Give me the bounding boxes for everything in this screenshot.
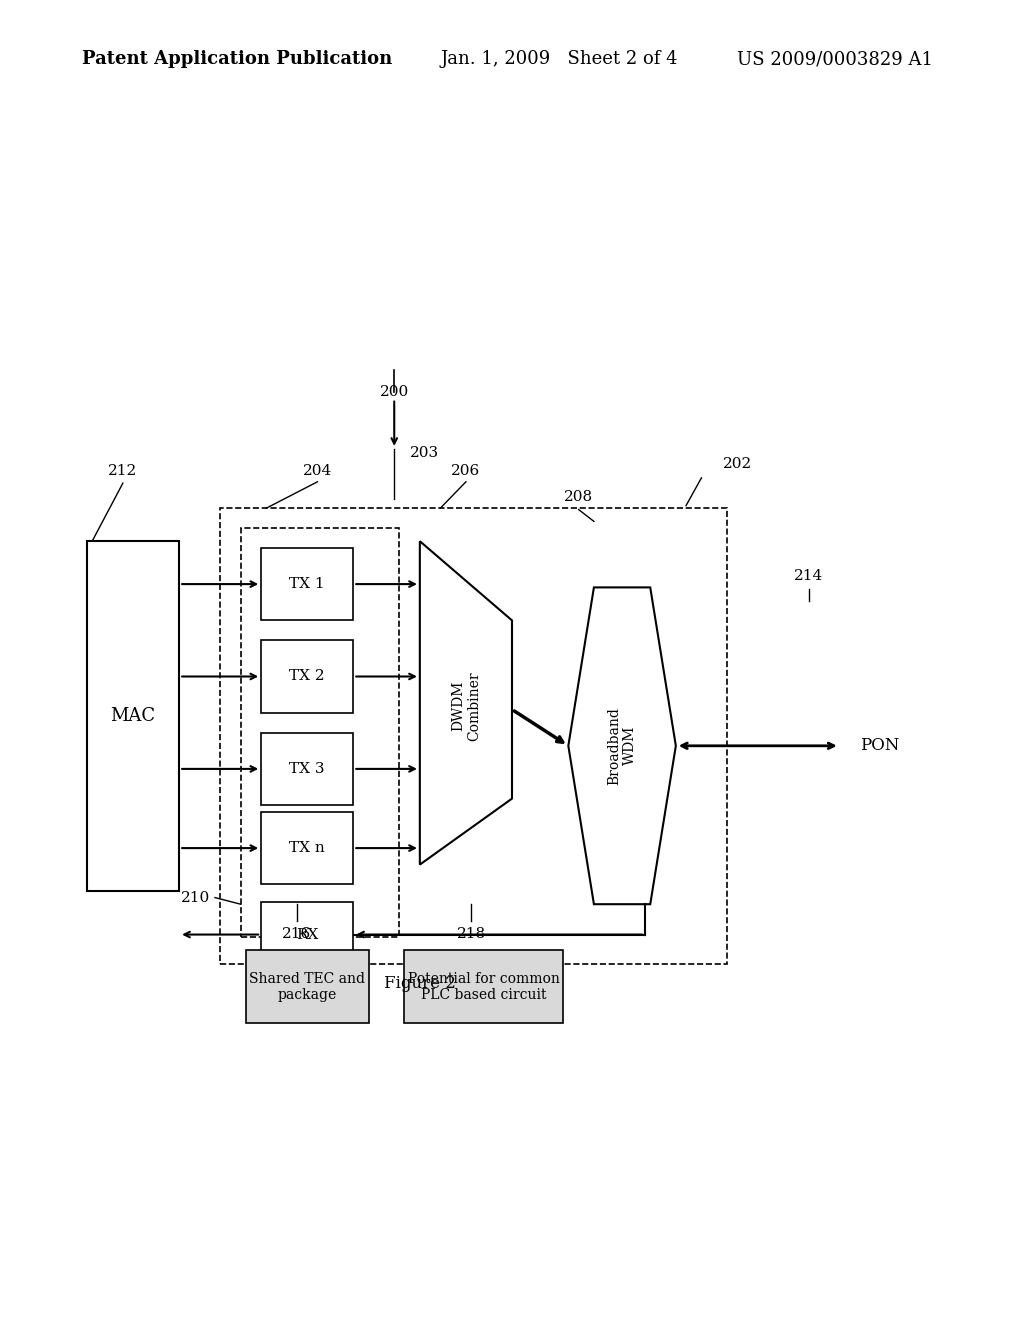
Text: 204: 204 bbox=[303, 463, 332, 478]
Text: TX 1: TX 1 bbox=[290, 577, 325, 591]
FancyBboxPatch shape bbox=[261, 640, 353, 713]
Text: 210: 210 bbox=[180, 891, 210, 904]
Text: 212: 212 bbox=[109, 463, 137, 478]
FancyBboxPatch shape bbox=[261, 902, 353, 968]
Text: 200: 200 bbox=[380, 385, 409, 399]
Text: DWDM
Combiner: DWDM Combiner bbox=[451, 672, 481, 741]
Text: 208: 208 bbox=[564, 490, 593, 504]
FancyBboxPatch shape bbox=[261, 812, 353, 884]
Text: TX n: TX n bbox=[290, 841, 325, 855]
Text: TX 3: TX 3 bbox=[290, 762, 325, 776]
Text: 203: 203 bbox=[410, 446, 438, 459]
FancyBboxPatch shape bbox=[246, 950, 369, 1023]
FancyBboxPatch shape bbox=[241, 528, 399, 937]
Text: 218: 218 bbox=[457, 927, 485, 941]
Text: Broadband
WDM: Broadband WDM bbox=[607, 708, 637, 784]
Text: US 2009/0003829 A1: US 2009/0003829 A1 bbox=[737, 50, 933, 69]
Text: 202: 202 bbox=[723, 457, 752, 471]
FancyBboxPatch shape bbox=[220, 508, 727, 964]
FancyBboxPatch shape bbox=[404, 950, 563, 1023]
Polygon shape bbox=[420, 541, 512, 865]
FancyBboxPatch shape bbox=[261, 733, 353, 805]
Text: RX: RX bbox=[296, 928, 318, 941]
Text: PON: PON bbox=[860, 738, 899, 754]
Text: TX 2: TX 2 bbox=[290, 669, 325, 684]
FancyBboxPatch shape bbox=[261, 548, 353, 620]
Text: Patent Application Publication: Patent Application Publication bbox=[82, 50, 392, 69]
FancyBboxPatch shape bbox=[87, 541, 179, 891]
Text: MAC: MAC bbox=[111, 708, 156, 725]
Text: 214: 214 bbox=[795, 569, 823, 583]
Text: Shared TEC and
package: Shared TEC and package bbox=[249, 972, 366, 1002]
Text: Jan. 1, 2009   Sheet 2 of 4: Jan. 1, 2009 Sheet 2 of 4 bbox=[440, 50, 678, 69]
Text: 216: 216 bbox=[283, 927, 311, 941]
Polygon shape bbox=[568, 587, 676, 904]
Text: 206: 206 bbox=[452, 463, 480, 478]
Text: Potential for common
PLC based circuit: Potential for common PLC based circuit bbox=[408, 972, 560, 1002]
Text: Figure 2: Figure 2 bbox=[384, 975, 456, 991]
